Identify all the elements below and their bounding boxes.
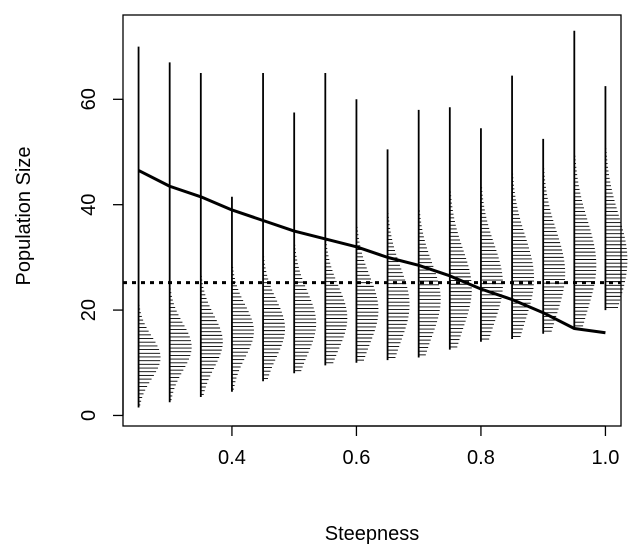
y-axis: 0 20 40 60	[78, 88, 124, 421]
distribution-10	[448, 107, 472, 350]
distribution-8	[386, 149, 410, 361]
x-tick-label: 0.6	[343, 447, 371, 469]
distribution-9	[417, 109, 441, 358]
series-layer	[137, 169, 606, 335]
distribution-11	[480, 128, 503, 342]
distributions-layer	[137, 30, 628, 408]
y-tick-label: 20	[78, 299, 100, 321]
series-line	[137, 169, 606, 335]
x-axis: 0.4 0.6 0.8 1.0	[218, 425, 620, 469]
distribution-14	[573, 30, 597, 329]
distribution-0	[137, 46, 161, 408]
distribution-4	[262, 72, 286, 382]
distribution-6	[324, 72, 348, 366]
distribution-12	[511, 75, 535, 340]
x-axis-label: Steepness	[325, 523, 420, 545]
distribution-3	[231, 196, 254, 392]
y-tick-label: 0	[78, 410, 100, 421]
y-tick-label: 40	[78, 194, 100, 216]
distribution-7	[355, 99, 379, 363]
distribution-2	[199, 72, 223, 398]
distribution-13	[542, 138, 566, 334]
y-axis-label: Population Size	[13, 147, 35, 286]
y-tick-label: 60	[78, 88, 100, 110]
distribution-15	[604, 86, 628, 311]
distribution-1	[168, 62, 192, 403]
x-tick-label: 1.0	[592, 447, 620, 469]
x-tick-label: 0.8	[467, 447, 495, 469]
x-tick-label: 0.4	[218, 447, 246, 469]
distribution-5	[293, 112, 317, 374]
